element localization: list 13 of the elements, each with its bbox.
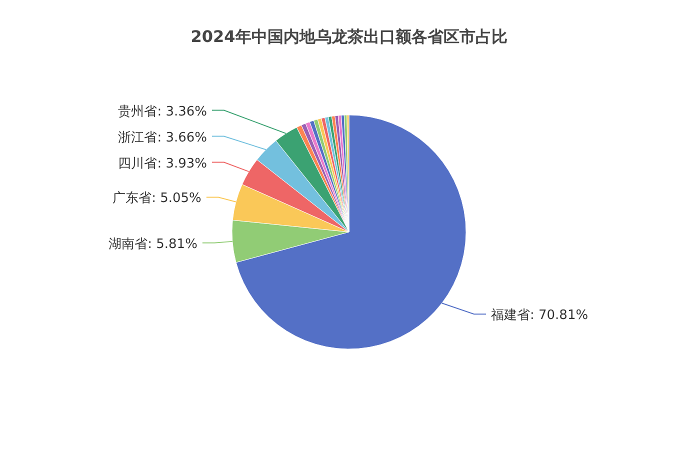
data-label: : 3.66% xyxy=(157,130,207,146)
data-label: : 5.81% xyxy=(148,236,198,252)
slice-label: 湖南省 xyxy=(108,236,148,252)
slice-label: 浙江省 xyxy=(118,130,158,146)
data-label: : 3.93% xyxy=(157,156,207,172)
slice-label: 广东省 xyxy=(112,191,152,206)
slice-label: 福建省 xyxy=(491,308,530,324)
slice-label: 贵州省 xyxy=(118,104,158,120)
data-label: : 3.36% xyxy=(157,104,207,120)
data-label: : 5.05% xyxy=(152,191,202,206)
slice-label: 四川省 xyxy=(118,156,158,172)
data-label: : 70.81% xyxy=(530,308,588,324)
chart-title: 2024年中国内地乌龙茶出口额各省区市占比 xyxy=(190,27,508,46)
